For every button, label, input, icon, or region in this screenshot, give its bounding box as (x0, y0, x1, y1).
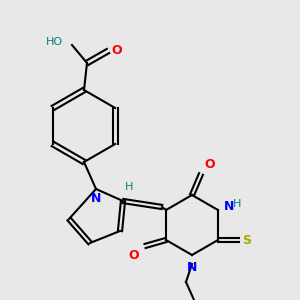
Text: S: S (242, 233, 251, 247)
Text: O: O (128, 249, 139, 262)
Text: O: O (204, 158, 214, 171)
Text: N: N (224, 200, 234, 214)
Text: H: H (233, 199, 242, 209)
Text: O: O (111, 44, 122, 58)
Text: N: N (91, 192, 101, 205)
Text: HO: HO (46, 37, 63, 47)
Text: N: N (187, 261, 197, 274)
Text: H: H (125, 182, 133, 192)
